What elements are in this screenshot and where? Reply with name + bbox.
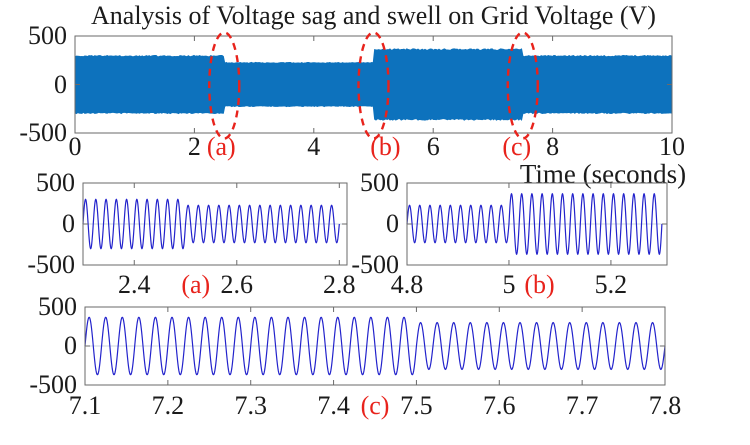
x-tick-label: 6	[426, 132, 440, 161]
x-tick-label: 7.5	[400, 391, 433, 420]
dashed-ellipse-marker	[506, 31, 539, 140]
x-tick-label: 7.6	[483, 391, 516, 420]
y-tick-label: 500	[28, 21, 67, 50]
x-tick-label: 5.2	[594, 270, 628, 299]
x-tick-label: 2.6	[220, 270, 254, 299]
marker-label: (a)	[181, 270, 211, 299]
y-tick-label: -500	[19, 118, 67, 147]
x-tick-label: 4	[307, 132, 321, 161]
waveform-zoom-b	[406, 192, 663, 256]
x-tick-label: 10	[659, 132, 685, 161]
x-tick-label: 4.8	[390, 270, 424, 299]
x-tick-label: 7.7	[565, 391, 599, 420]
figure-title: Analysis of Voltage sag and swell on Gri…	[91, 1, 656, 30]
subplot-zoom-c	[84, 306, 666, 386]
y-tick-label: 0	[54, 69, 67, 99]
y-tick-label: -500	[351, 250, 399, 279]
x-tick-label: 7.8	[648, 391, 682, 420]
marker-label: (c)	[360, 391, 390, 420]
marker-label: (a)	[206, 132, 236, 161]
dashed-ellipse-marker	[208, 31, 241, 140]
subplot-zoom-b	[406, 182, 668, 266]
marker-label: (b)	[524, 270, 555, 299]
x-tick-label: 2	[187, 132, 201, 161]
x-tick-label: 7.2	[151, 391, 185, 420]
y-tick-label: 500	[360, 168, 399, 197]
x-tick-label: 8	[546, 132, 560, 161]
marker-label: (c)	[502, 132, 532, 161]
y-tick-label: 0	[62, 209, 75, 238]
waveform-zoom-c	[84, 316, 666, 376]
y-tick-label: 500	[38, 292, 77, 321]
x-tick-label: 5	[502, 270, 516, 299]
y-tick-label: 0	[386, 209, 399, 238]
marker-label: (b)	[370, 132, 401, 161]
x-axis-title: Time (seconds)	[519, 159, 687, 189]
x-tick-label: 7.4	[317, 391, 350, 420]
subplot-zoom-a	[82, 182, 348, 266]
x-tick-label: 0	[68, 132, 82, 161]
y-tick-label: -500	[29, 370, 77, 399]
x-tick-label: 2.8	[323, 270, 356, 299]
x-tick-label: 2.4	[118, 270, 151, 299]
y-tick-label: 0	[64, 331, 77, 360]
x-tick-label: 7.1	[68, 391, 102, 420]
y-tick-label: -500	[27, 250, 75, 279]
y-tick-label: 500	[36, 168, 75, 197]
subplot-overview	[74, 31, 673, 140]
waveform-band-overview	[74, 48, 672, 121]
waveform-zoom-a	[82, 198, 340, 250]
x-tick-label: 7.3	[234, 391, 267, 420]
dashed-ellipse-marker	[357, 31, 390, 140]
